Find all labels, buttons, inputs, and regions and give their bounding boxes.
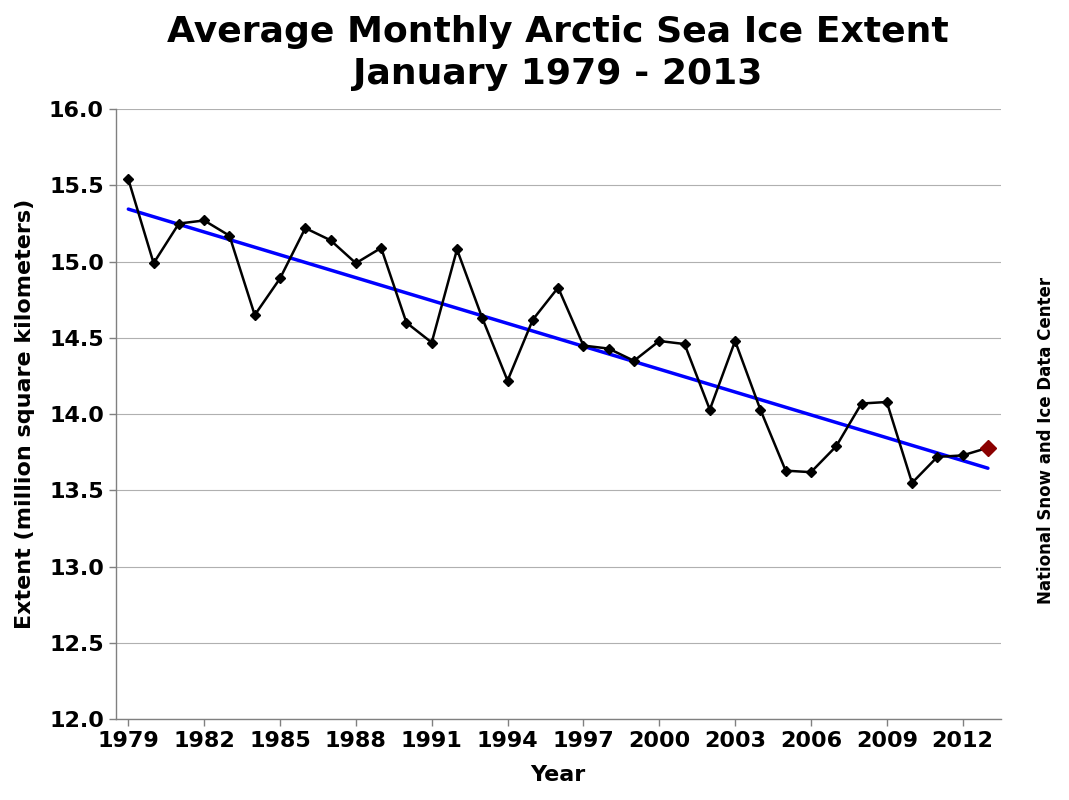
X-axis label: Year: Year xyxy=(530,765,586,785)
Text: National Snow and Ice Data Center: National Snow and Ice Data Center xyxy=(1037,277,1055,603)
Y-axis label: Extent (million square kilometers): Extent (million square kilometers) xyxy=(15,199,35,630)
Title: Average Monthly Arctic Sea Ice Extent
January 1979 - 2013: Average Monthly Arctic Sea Ice Extent Ja… xyxy=(167,15,949,91)
